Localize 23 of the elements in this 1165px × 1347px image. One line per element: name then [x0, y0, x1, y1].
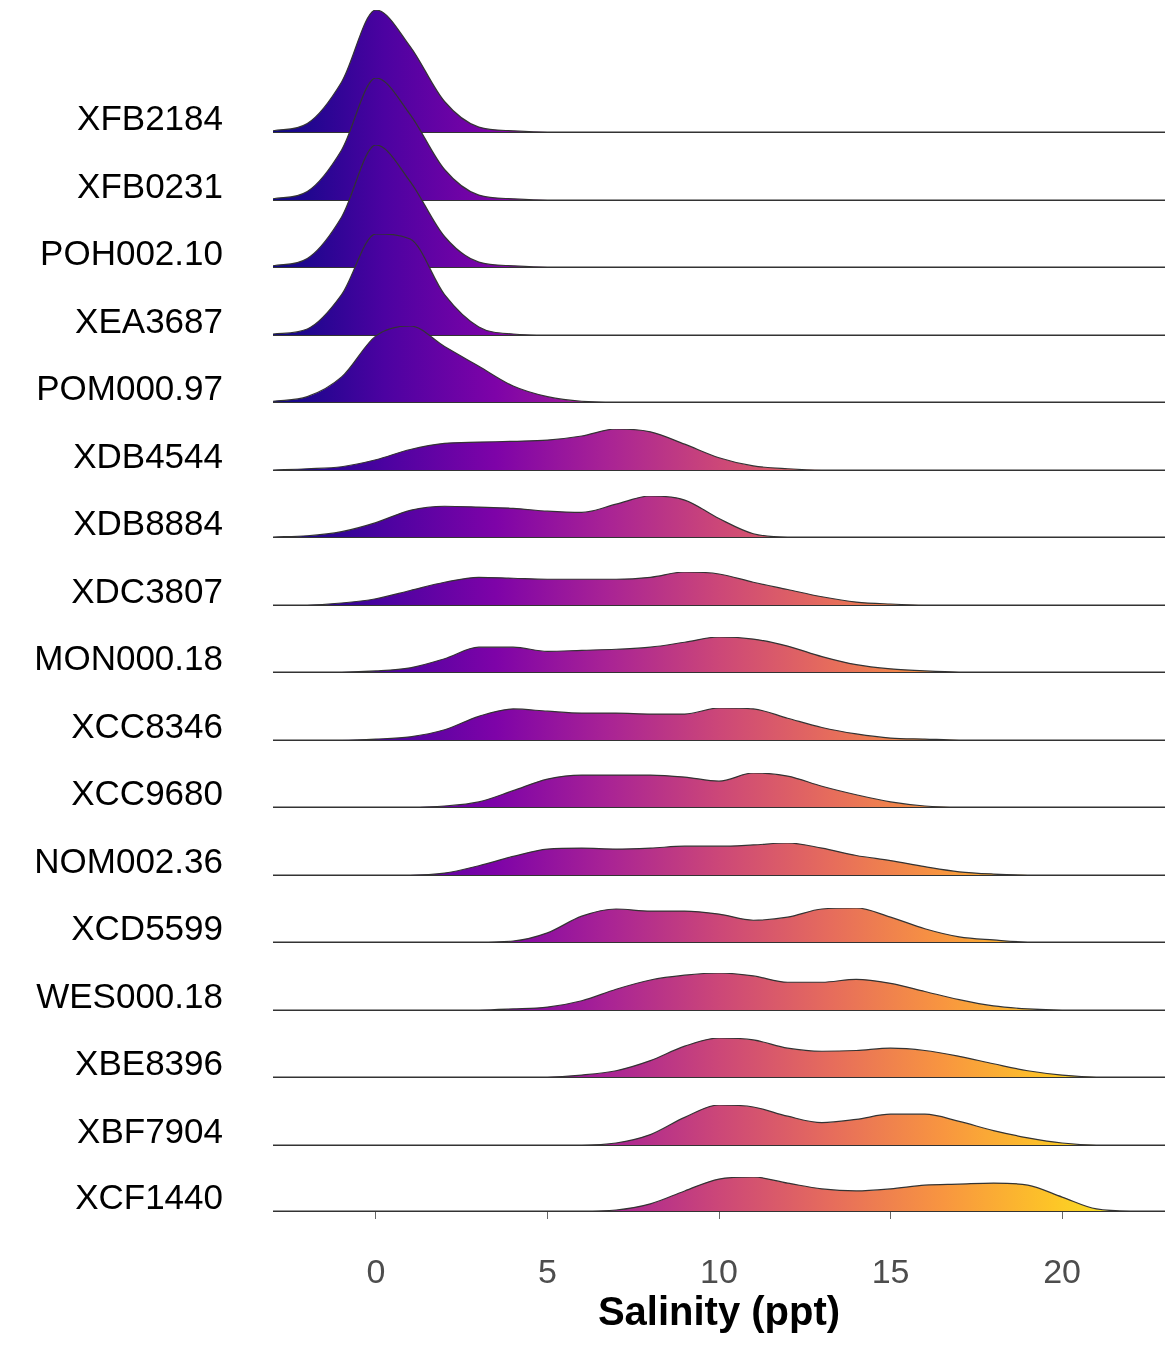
- series-label: XFB0231: [77, 165, 223, 205]
- x-tick-label: 10: [700, 1251, 738, 1290]
- series-label: POM000.97: [36, 367, 223, 407]
- series-label: XCC9680: [71, 772, 223, 812]
- x-axis-title: Salinity (ppt): [597, 1289, 841, 1334]
- series-label: XCF1440: [75, 1176, 223, 1216]
- series-label: XEA3687: [75, 300, 223, 340]
- series-label: XCD5599: [71, 907, 223, 947]
- series-label: NOM002.36: [34, 840, 223, 880]
- series-label: XBF7904: [77, 1110, 223, 1150]
- series-label: XDB8884: [73, 502, 223, 542]
- series-label: WES000.18: [36, 975, 223, 1015]
- series-label: XFB2184: [77, 97, 223, 137]
- series-label: MON000.18: [34, 637, 223, 677]
- series-label: XDC3807: [71, 570, 223, 610]
- series-label: XBE8396: [75, 1042, 223, 1082]
- x-tick-label: 15: [871, 1251, 910, 1290]
- x-tick-label: 20: [1043, 1251, 1081, 1290]
- series-label: XDB4544: [73, 435, 223, 475]
- x-tick-label: 5: [538, 1251, 557, 1290]
- x-tick-label: 0: [366, 1251, 386, 1290]
- series-label: XCC8346: [71, 705, 223, 745]
- series-label: POH002.10: [40, 232, 223, 272]
